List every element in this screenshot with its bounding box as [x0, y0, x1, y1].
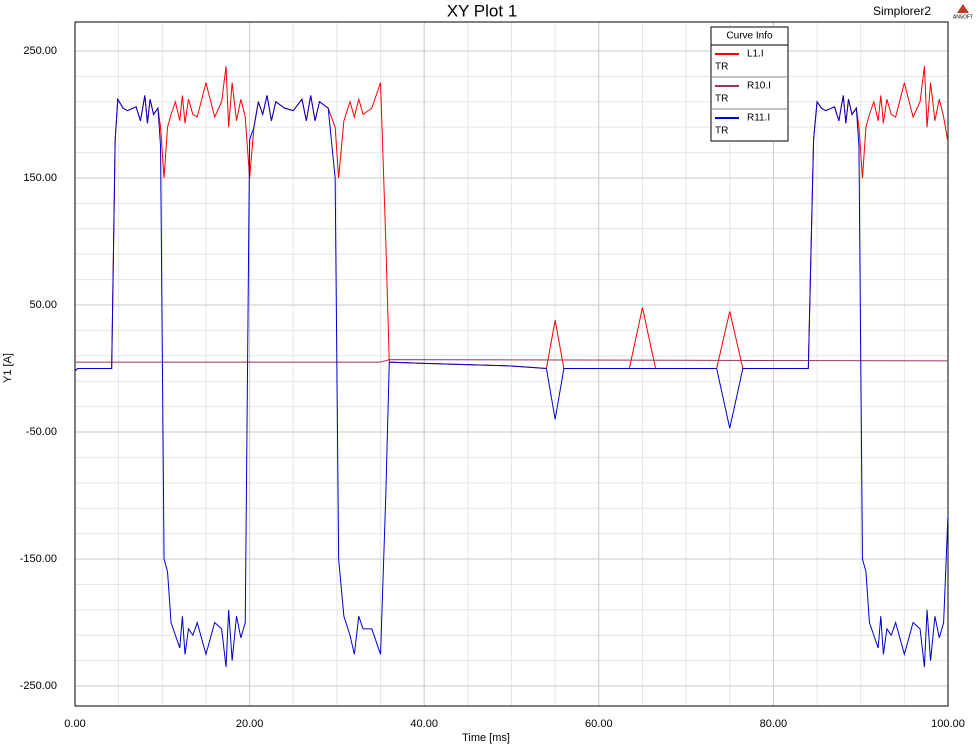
legend-sub: TR: [715, 94, 728, 105]
y-tick-label: 250.00: [23, 45, 57, 57]
x-tick-label: 0.00: [64, 718, 85, 730]
y-axis-label: Y1 [A]: [2, 353, 14, 383]
legend: Curve Info L1.I TR R10.I TR R11.I TR: [710, 26, 789, 142]
y-tick-label: -150.00: [20, 553, 57, 565]
product-name: Simplorer2: [873, 4, 931, 18]
legend-title: Curve Info: [726, 31, 773, 42]
legend-label: R10.I: [747, 81, 771, 92]
x-tick-label: 60.00: [585, 718, 613, 730]
series-line: [75, 359, 949, 363]
x-tick-label: 40.00: [410, 718, 438, 730]
x-tick-label: 100.00: [931, 718, 965, 730]
y-tick-label: 50.00: [29, 299, 57, 311]
logo-text: ANSOFT: [953, 14, 973, 20]
chart-title: XY Plot 1: [447, 1, 518, 20]
x-axis-label: Time [ms]: [462, 732, 510, 744]
logo-icon: [957, 4, 969, 13]
legend-label: R11.I: [747, 113, 770, 124]
x-tick-label: 80.00: [760, 718, 788, 730]
legend-sub: TR: [715, 62, 728, 73]
legend-box: [710, 26, 789, 142]
series-line: [74, 95, 949, 668]
legend-sub: TR: [715, 126, 728, 137]
y-tick-label: -50.00: [26, 426, 57, 438]
series-line: [74, 66, 949, 372]
y-tick-label: 150.00: [23, 172, 57, 184]
plot-frame: [74, 21, 949, 707]
legend-label: L1.I: [747, 49, 764, 60]
x-tick-label: 20.00: [236, 718, 264, 730]
y-tick-label: -250.00: [20, 680, 57, 692]
